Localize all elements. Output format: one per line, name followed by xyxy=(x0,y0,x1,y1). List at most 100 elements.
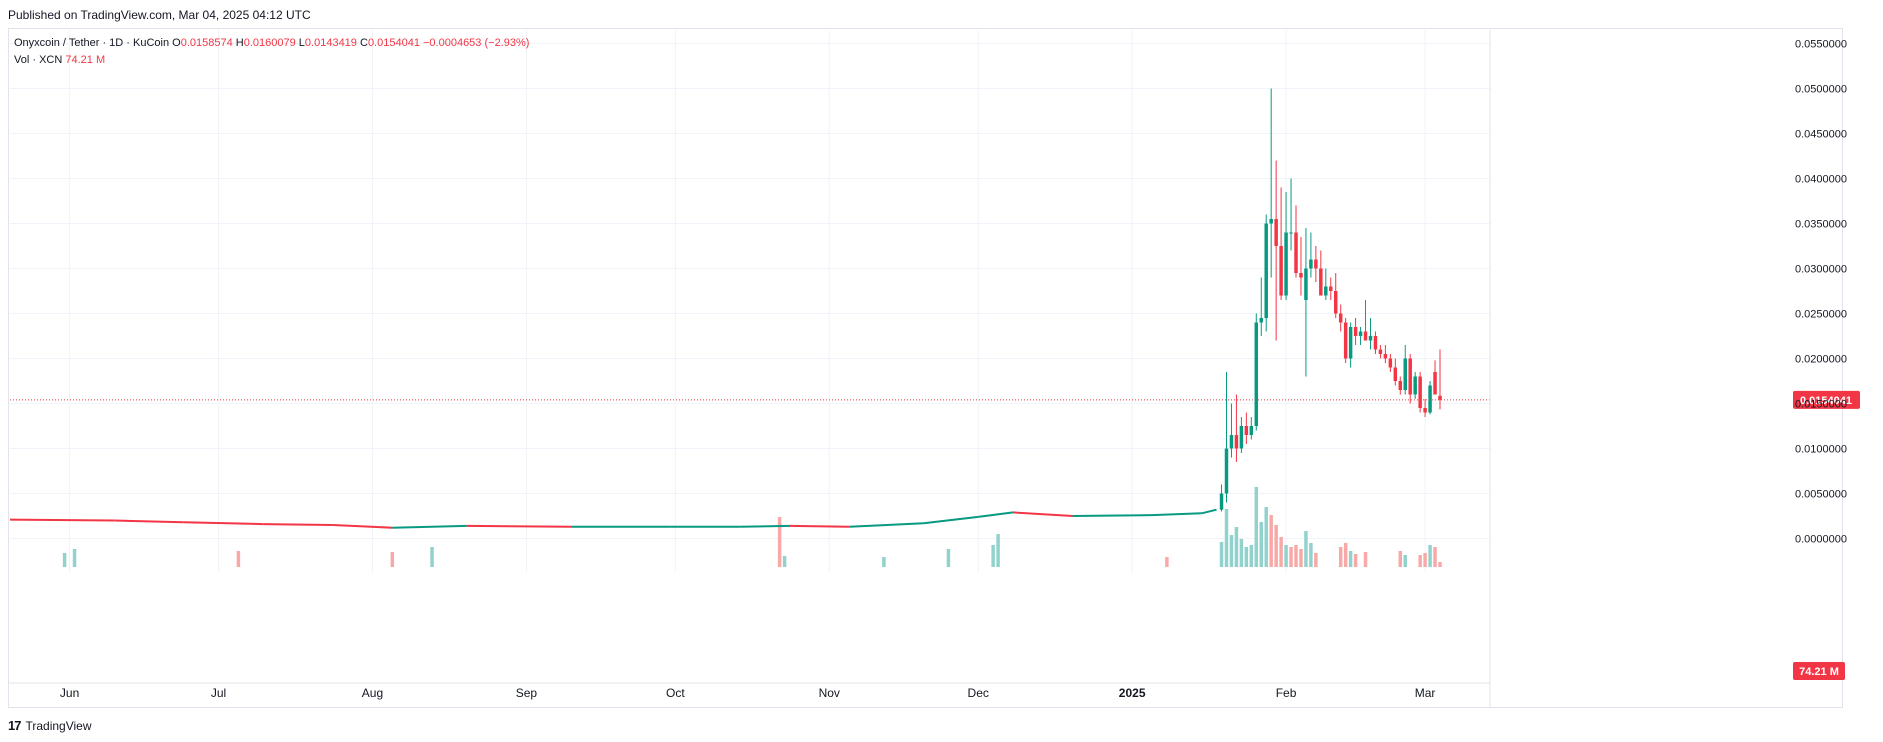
volume-bar xyxy=(1438,562,1442,567)
price-segment xyxy=(332,524,393,529)
low-label: L xyxy=(298,37,305,49)
symbol-line: Onyxcoin / Tether · 1D · KuCoin O0.01585… xyxy=(14,35,529,52)
volume-bar xyxy=(1234,527,1239,567)
price-tick-label: 0.0550000 xyxy=(1795,39,1847,51)
change-value: −0.0004653 (−2.93%) xyxy=(423,37,530,49)
candle-body xyxy=(1289,232,1293,234)
price-segment xyxy=(466,524,572,528)
candle-body xyxy=(1234,435,1239,449)
volume-bar xyxy=(1274,525,1278,567)
price-segment xyxy=(789,524,850,528)
candle-body xyxy=(1388,358,1393,368)
volume-bar xyxy=(946,549,951,567)
price-segment xyxy=(392,524,467,529)
volume-bar xyxy=(1219,542,1224,567)
volume-label: Vol · XCN xyxy=(14,54,63,66)
candle xyxy=(1244,412,1249,444)
candle xyxy=(1433,360,1437,395)
candle-body xyxy=(1413,376,1417,395)
volume-bar xyxy=(1403,555,1407,567)
candle xyxy=(1358,327,1363,345)
candle xyxy=(1418,372,1422,413)
price-segments xyxy=(9,508,1217,529)
candle xyxy=(1239,417,1244,453)
candle xyxy=(1329,277,1333,300)
volume-bar xyxy=(996,534,1000,567)
candle xyxy=(1234,394,1239,462)
candle xyxy=(1383,345,1388,363)
candle-body xyxy=(1274,219,1278,246)
volume-value: 74.21 M xyxy=(65,54,106,66)
candle xyxy=(1264,214,1268,332)
volume-bar xyxy=(1224,509,1229,567)
price-segment xyxy=(978,511,1014,518)
low-value: 0.0143419 xyxy=(304,37,357,49)
candle xyxy=(1373,331,1378,354)
volume-bar xyxy=(72,549,77,567)
candle-body xyxy=(1428,385,1432,413)
volume-bar xyxy=(991,545,995,567)
candle-body xyxy=(1378,349,1383,354)
candle xyxy=(1309,232,1313,278)
price-tick-label: 0.0400000 xyxy=(1795,174,1847,186)
candle-body xyxy=(1408,358,1412,395)
last-price-badge xyxy=(1793,390,1860,409)
candle-body xyxy=(1239,426,1244,449)
volume-bar xyxy=(1284,545,1288,567)
price-segment xyxy=(1012,511,1073,517)
candle-body xyxy=(1264,223,1268,318)
volume-bar xyxy=(1165,557,1169,567)
time-tick-label: Dec xyxy=(968,686,989,700)
tradingview-footer[interactable]: 17 TradingView xyxy=(8,718,92,733)
time-tick-label: Sep xyxy=(516,686,538,700)
candle xyxy=(1353,318,1358,345)
candle xyxy=(1438,349,1442,410)
candle xyxy=(1413,372,1417,399)
price-tick-label: 0.0250000 xyxy=(1795,309,1847,321)
candle-body xyxy=(1269,219,1273,224)
candle xyxy=(1274,160,1278,341)
volume-bar xyxy=(1229,535,1234,567)
candle-body xyxy=(1244,426,1249,435)
price-tick-label: 0.0050000 xyxy=(1795,489,1847,501)
candle-body xyxy=(1393,367,1398,381)
candle xyxy=(1249,417,1254,440)
volume-bar xyxy=(430,547,434,567)
time-tick-label: Nov xyxy=(819,686,840,700)
volume-bar xyxy=(390,552,395,567)
open-value: 0.0158574 xyxy=(180,37,233,49)
price-segment xyxy=(1151,512,1202,517)
candle xyxy=(1333,273,1338,318)
time-axis: Jun Jul Aug Sep Oct Nov Dec 2025 Feb Mar xyxy=(8,682,1490,700)
candle xyxy=(1224,372,1229,503)
volume-badge xyxy=(1793,662,1845,680)
volume-bar xyxy=(1353,554,1358,567)
price-tick-label: 0.0200000 xyxy=(1795,354,1847,366)
candle-body xyxy=(1383,354,1388,359)
volume-bar xyxy=(1304,531,1308,567)
candlesticks xyxy=(1219,88,1442,512)
price-tick-label: 0.0350000 xyxy=(1795,219,1847,231)
candle xyxy=(1304,228,1308,377)
candle xyxy=(1289,178,1293,251)
volume-bar xyxy=(236,551,241,567)
candle xyxy=(1319,250,1323,296)
candle xyxy=(1338,304,1343,332)
candle-body xyxy=(1418,376,1422,408)
candle xyxy=(1423,399,1427,417)
tradingview-logo-icon: 17 xyxy=(8,718,22,733)
price-tick-label: 0.0500000 xyxy=(1795,84,1847,96)
candle xyxy=(1299,237,1303,296)
candle xyxy=(1368,318,1373,350)
high-value: 0.0160079 xyxy=(243,37,296,49)
price-segment xyxy=(739,524,790,528)
volume-bar xyxy=(1348,551,1353,567)
time-tick-label: Jul xyxy=(211,686,226,700)
price-tick-label: 0.0000000 xyxy=(1795,534,1847,546)
volume-bar xyxy=(1314,553,1318,567)
open-label: O xyxy=(172,37,181,49)
candle-body xyxy=(1224,448,1229,494)
price-segment xyxy=(183,521,264,526)
price-tick-label: 0.0100000 xyxy=(1795,444,1847,456)
